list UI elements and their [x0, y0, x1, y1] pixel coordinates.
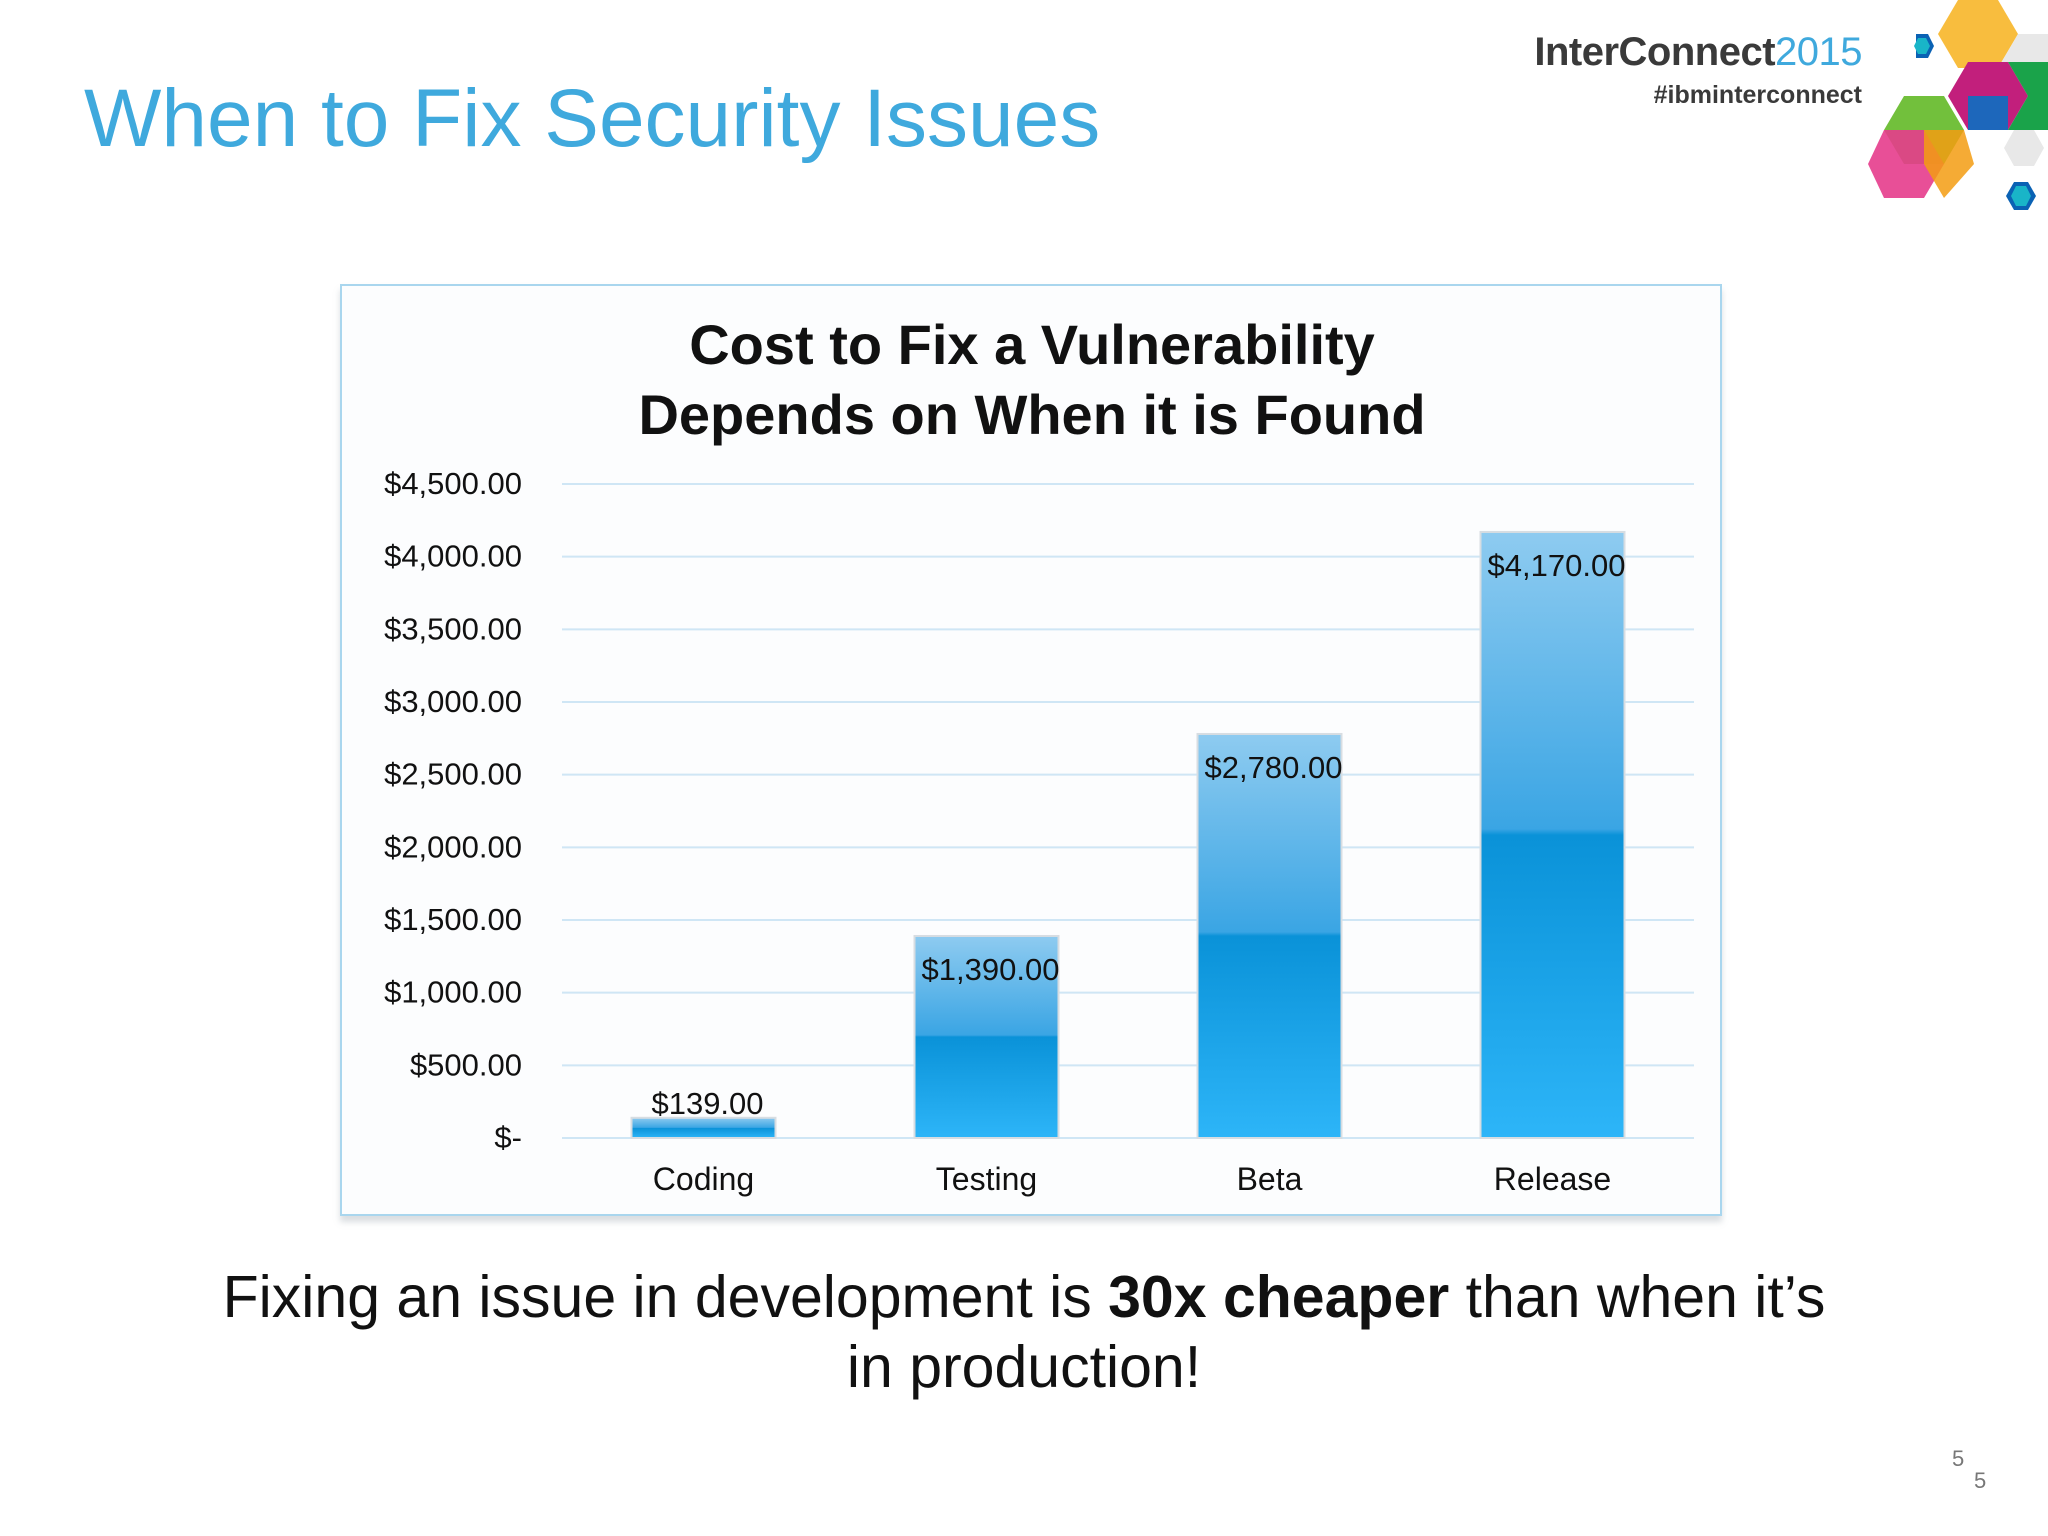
bar-testing — [913, 934, 1060, 1140]
y-tick-label-3: $1,500.00 — [384, 902, 522, 937]
takeaway-part1: Fixing an issue in development is — [222, 1264, 1109, 1330]
data-label-beta: $2,780.00 — [1205, 750, 1343, 785]
brand-year: 2015 — [1775, 30, 1862, 74]
y-tick-label-5: $2,500.00 — [384, 757, 522, 792]
brand-hashtag: #ibminterconnect — [1653, 81, 1862, 109]
cost-bar-chart: Cost to Fix a Vulnerability Depends on W… — [384, 313, 1694, 1197]
y-tick-label-9: $4,500.00 — [384, 466, 522, 501]
takeaway-text: Fixing an issue in development is 30x ch… — [100, 1262, 1948, 1402]
bar-beta — [1196, 732, 1343, 1139]
data-label-testing: $1,390.00 — [922, 952, 1060, 987]
x-tick-label-coding: Coding — [653, 1161, 754, 1197]
chart-title-line2: Depends on When it is Found — [638, 383, 1425, 446]
data-label-coding: $139.00 — [651, 1086, 763, 1121]
brand-name: InterConnect2015 — [1534, 30, 1862, 75]
y-tick-label-8: $4,000.00 — [384, 539, 522, 574]
y-tick-label-7: $3,500.00 — [384, 611, 522, 646]
page-number: 5 — [1952, 1446, 1965, 1471]
x-tick-label-release: Release — [1494, 1161, 1611, 1197]
y-tick-label-6: $3,000.00 — [384, 684, 522, 719]
brand-lockup: InterConnect2015 #ibminterconnect — [1534, 30, 1862, 110]
chart-frame: Cost to Fix a Vulnerability Depends on W… — [340, 284, 1722, 1216]
takeaway-bold: 30x cheaper — [1108, 1264, 1450, 1330]
y-tick-label-0: $- — [494, 1120, 522, 1155]
bar-release — [1479, 530, 1626, 1139]
takeaway-part2: than when it’s — [1449, 1264, 1826, 1330]
y-tick-label-2: $1,000.00 — [384, 975, 522, 1010]
takeaway-line2: in production! — [846, 1334, 1202, 1400]
y-tick-label-1: $500.00 — [410, 1047, 522, 1082]
brand-name-bold: InterConnect — [1534, 30, 1776, 74]
data-label-release: $4,170.00 — [1488, 548, 1626, 583]
x-tick-label-testing: Testing — [936, 1161, 1037, 1197]
page-number-shadow: 5 — [1974, 1468, 1987, 1493]
hexagon-logo-icon — [1868, 0, 2048, 210]
y-tick-label-4: $2,000.00 — [384, 829, 522, 864]
chart-title-line1: Cost to Fix a Vulnerability — [689, 313, 1375, 376]
bar-coding — [630, 1116, 777, 1139]
slide-title: When to Fix Security Issues — [84, 73, 1101, 164]
x-tick-label-beta: Beta — [1237, 1161, 1303, 1197]
